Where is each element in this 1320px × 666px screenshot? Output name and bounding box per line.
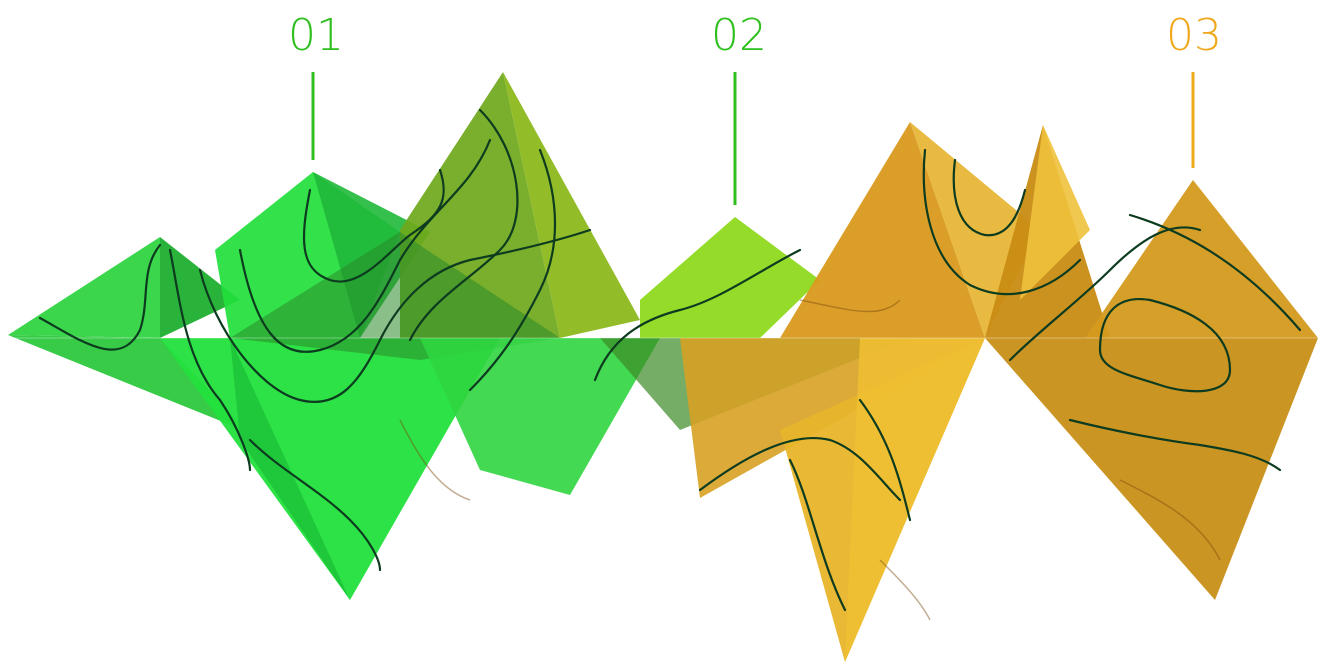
terrain-facet xyxy=(985,338,1318,600)
terrain-facet xyxy=(420,338,660,495)
contour-line xyxy=(1098,298,1232,393)
contour-line xyxy=(698,436,902,502)
marker-03-label: 03 xyxy=(1166,10,1222,61)
terrain-green-section xyxy=(8,72,910,600)
contour-line xyxy=(858,398,912,522)
contour-line xyxy=(38,243,162,351)
contour-line xyxy=(198,228,592,403)
contour-line xyxy=(408,108,519,342)
contour-lines-faint xyxy=(399,299,1221,621)
contour-lines xyxy=(38,108,1302,612)
contour-line xyxy=(1119,479,1221,561)
terrain-facet xyxy=(503,72,640,338)
marker-03: 03 xyxy=(1166,10,1222,168)
contour-line xyxy=(168,248,252,472)
contour-line xyxy=(468,148,557,392)
terrain-facet xyxy=(1020,125,1090,300)
contour-line xyxy=(879,559,931,621)
contour-line xyxy=(1008,226,1202,362)
contour-line xyxy=(1068,418,1282,472)
contour-line xyxy=(788,458,847,612)
contour-line xyxy=(399,419,471,501)
terrain-facet xyxy=(160,237,240,338)
contour-line xyxy=(238,138,492,353)
marker-02-label: 02 xyxy=(711,10,767,61)
marker-01-label: 01 xyxy=(288,10,344,61)
terrain-facet xyxy=(780,122,985,338)
contour-line xyxy=(1128,213,1302,332)
terrain-orange-section xyxy=(680,122,1318,662)
terrain-facet xyxy=(845,338,985,662)
terrain-facet xyxy=(230,338,350,600)
contour-line xyxy=(799,299,901,313)
contour-line xyxy=(593,248,802,382)
terrain-facet xyxy=(8,335,248,432)
marker-01: 01 xyxy=(288,10,344,160)
contour-line xyxy=(302,168,445,283)
contour-line xyxy=(248,438,382,572)
terrain-facet xyxy=(230,232,560,360)
terrain-facet xyxy=(8,237,160,338)
contour-line xyxy=(952,158,1027,237)
contour-line xyxy=(922,148,1082,296)
marker-02: 02 xyxy=(711,10,767,205)
